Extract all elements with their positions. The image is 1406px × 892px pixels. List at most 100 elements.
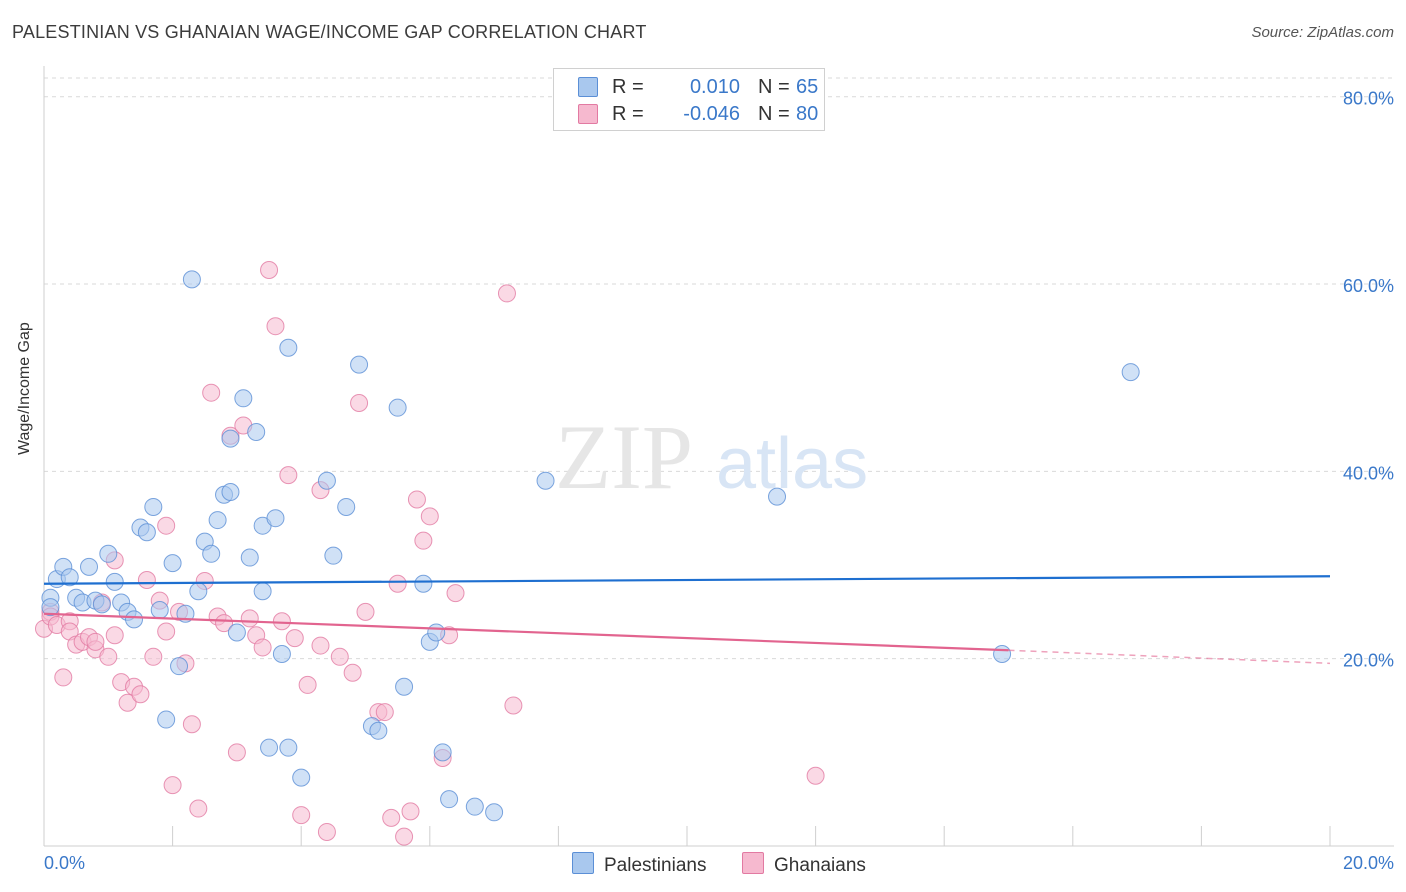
ghanaians-point — [260, 261, 279, 279]
palestinians-point — [465, 797, 484, 816]
ghanaians-point — [54, 668, 73, 687]
palestinians-point — [150, 600, 169, 619]
ghanaians-point — [157, 516, 176, 535]
ghanaians-point — [163, 776, 182, 795]
palestinians-point — [240, 548, 259, 567]
legend-swatch-blue — [578, 77, 598, 97]
palestinians-point — [279, 338, 298, 357]
ghanaians-point — [806, 766, 825, 785]
palestinians-trend-line — [43, 575, 1331, 585]
palestinians-point — [163, 554, 182, 573]
ghanaians-point — [317, 822, 336, 841]
palestinians-point — [993, 645, 1012, 663]
ghanaians-point — [343, 663, 362, 682]
palestinians-point — [260, 738, 279, 757]
palestinians-point — [247, 423, 266, 442]
palestinians-point — [427, 623, 446, 642]
palestinians-point — [388, 398, 407, 417]
palestinians-point — [369, 721, 388, 740]
legend-n-value: 65 — [796, 76, 819, 98]
palestinians-point — [202, 544, 221, 563]
palestinians-point — [485, 803, 504, 822]
ghanaians-point — [144, 647, 163, 666]
x-tick-label-max: 20.0% — [1343, 853, 1394, 873]
ghanaians-point — [330, 647, 349, 666]
palestinians-point — [279, 738, 298, 757]
ghanaians-point — [311, 636, 330, 655]
legend-n-label: N = — [758, 103, 790, 125]
palestinians-point — [208, 511, 227, 530]
ghanaians-point — [157, 622, 176, 641]
y-tick-label: 40.0% — [1343, 463, 1394, 483]
ghanaians-point — [131, 685, 150, 704]
palestinians-point — [221, 482, 240, 501]
ghanaians-point — [446, 584, 465, 603]
legend-n-label: N = — [758, 76, 790, 98]
ghanaians-point — [350, 393, 369, 412]
palestinians-point — [337, 497, 356, 516]
ghanaians-point — [298, 675, 317, 694]
y-tick-label: 80.0% — [1343, 89, 1394, 109]
palestinians-point — [317, 471, 336, 490]
ghanaians-point — [388, 574, 407, 593]
palestinians-point — [324, 546, 343, 565]
palestinians-point — [440, 790, 459, 809]
palestinians-point — [144, 497, 163, 516]
watermark: ZIP atlas — [555, 406, 868, 508]
ghanaians-point — [86, 632, 105, 651]
ghanaians-point — [407, 490, 426, 509]
legend-r-label: R = — [612, 76, 644, 98]
bottom-legend-label-palestinians: Palestinians — [604, 855, 707, 876]
watermark-zip: ZIP — [555, 406, 693, 508]
palestinians-point — [253, 582, 272, 601]
ghanaians-point — [253, 638, 272, 657]
ghanaians-point — [285, 629, 304, 648]
ghanaians-point — [118, 693, 137, 712]
palestinians-point — [182, 270, 201, 289]
axes — [43, 66, 1394, 847]
palestinians-point — [266, 509, 285, 528]
ghanaians-point — [240, 609, 259, 628]
chart-source: Source: ZipAtlas.com — [1251, 24, 1394, 41]
palestinians-point — [41, 598, 60, 617]
palestinians-point — [137, 523, 156, 542]
palestinians-point — [92, 595, 111, 614]
ghanaians-trend-extension — [1008, 649, 1331, 665]
ghanaians-point — [182, 715, 201, 734]
palestinians-point — [99, 544, 118, 563]
ghanaians-point — [202, 383, 221, 402]
bottom-legend-swatch-pink — [742, 852, 764, 874]
ghanaians-point — [382, 808, 401, 827]
palestinians-point — [433, 743, 452, 762]
ghanaians-point — [99, 647, 118, 666]
bottom-legend-ghanaians: Ghanaians — [742, 852, 866, 877]
ghanaians-point — [279, 466, 298, 485]
y-tick-label: 20.0% — [1343, 651, 1394, 671]
palestinians-point — [272, 645, 291, 663]
palestinians-point — [292, 768, 311, 787]
watermark-atlas: atlas — [716, 424, 868, 504]
chart-title: PALESTINIAN VS GHANAIAN WAGE/INCOME GAP … — [12, 22, 647, 42]
palestinians-point — [414, 574, 433, 593]
ghanaians-trend-line — [43, 612, 1009, 652]
ghanaians-point — [292, 806, 311, 825]
ghanaians-point — [375, 703, 394, 722]
y-tick-label: 60.0% — [1343, 276, 1394, 296]
ghanaians-point — [356, 602, 375, 621]
palestinians-point — [60, 568, 79, 587]
ghanaians-point — [497, 284, 516, 303]
correlation-legend: R = 0.010 N = 65 R = -0.046 N = 80 — [553, 68, 825, 131]
palestinians-point — [227, 623, 246, 642]
palestinians-points — [41, 270, 1140, 822]
legend-swatch-pink — [578, 104, 598, 124]
bottom-legend-label-ghanaians: Ghanaians — [774, 855, 866, 876]
ghanaians-point — [414, 531, 433, 550]
palestinians-point — [234, 389, 253, 408]
palestinians-point — [170, 657, 189, 676]
grid-lines — [44, 77, 1394, 660]
ghanaians-point — [105, 626, 124, 645]
ghanaians-point — [215, 614, 234, 633]
ghanaians-point — [189, 799, 208, 818]
palestinians-point — [1121, 363, 1140, 382]
